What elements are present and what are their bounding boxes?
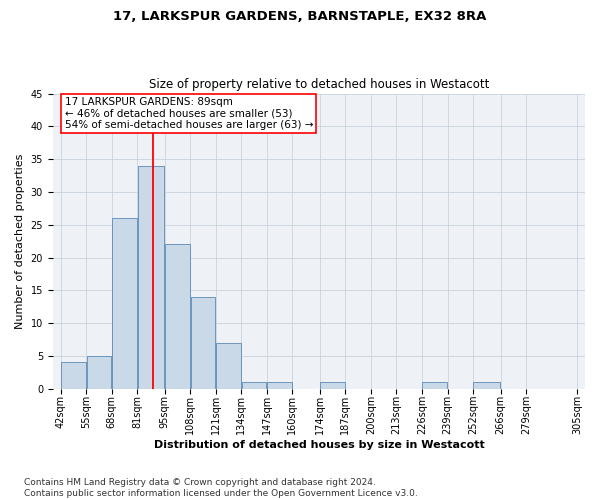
Bar — [473, 382, 500, 388]
Bar — [216, 343, 241, 388]
Text: 17 LARKSPUR GARDENS: 89sqm
← 46% of detached houses are smaller (53)
54% of semi: 17 LARKSPUR GARDENS: 89sqm ← 46% of deta… — [65, 97, 313, 130]
Bar — [137, 166, 164, 388]
Text: 17, LARKSPUR GARDENS, BARNSTAPLE, EX32 8RA: 17, LARKSPUR GARDENS, BARNSTAPLE, EX32 8… — [113, 10, 487, 23]
Bar — [112, 218, 137, 388]
Bar — [165, 244, 190, 388]
Y-axis label: Number of detached properties: Number of detached properties — [15, 154, 25, 329]
Bar — [267, 382, 292, 388]
Bar — [422, 382, 447, 388]
Title: Size of property relative to detached houses in Westacott: Size of property relative to detached ho… — [149, 78, 489, 91]
Bar — [191, 297, 215, 388]
Bar — [320, 382, 345, 388]
Bar — [86, 356, 112, 388]
Bar — [61, 362, 86, 388]
X-axis label: Distribution of detached houses by size in Westacott: Distribution of detached houses by size … — [154, 440, 484, 450]
Text: Contains HM Land Registry data © Crown copyright and database right 2024.
Contai: Contains HM Land Registry data © Crown c… — [24, 478, 418, 498]
Bar — [242, 382, 266, 388]
